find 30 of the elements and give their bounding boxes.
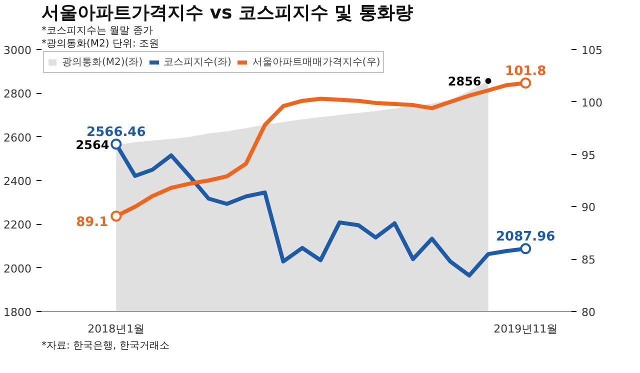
y2-tick-label: 105 <box>582 44 602 57</box>
y-tick-label: 2000 <box>4 262 32 276</box>
point <box>520 243 532 254</box>
y-tick-label: 3000 <box>4 44 32 57</box>
text: *코스피지수는 월말 종가 <box>42 26 153 36</box>
y-tick-label: 2600 <box>4 131 32 144</box>
y2-tick-label: 95 <box>582 148 596 162</box>
y2-tick-label: 85 <box>582 254 596 267</box>
chart-title: 서울아파트가격지수 vs 코스피지수 및 통화량 <box>42 2 414 24</box>
legend-label: 서울아파트매매가격지수(우) <box>252 56 380 69</box>
y-tick-label: 2400 <box>4 175 32 188</box>
y-tick-label: 2200 <box>4 218 32 232</box>
y-tick-label: 2800 <box>4 88 32 101</box>
x-tick-label: 2018년1월 <box>88 322 145 336</box>
data-label: 2856 <box>448 74 482 88</box>
data-label: 2566.46 <box>86 125 146 140</box>
y2-tick-label: 80 <box>582 306 596 319</box>
data-label: 2087.96 <box>496 230 556 245</box>
text: *광의통화(M2) 단위: 조원 <box>42 38 160 50</box>
data-label: 89.1 <box>76 215 108 230</box>
point <box>110 138 122 150</box>
legend-label: 코스피지수(좌) <box>164 56 232 69</box>
data-label: 2564 <box>76 138 110 152</box>
y-tick-label: 1800 <box>4 306 32 319</box>
text: *자료: 한국은행, 한국거래소 <box>42 340 170 352</box>
data-label: 101.8 <box>505 64 546 80</box>
y2-tick-label: 100 <box>582 96 602 110</box>
x-tick-label: 2019년11월 <box>494 322 558 336</box>
y2-tick-label: 90 <box>582 201 596 214</box>
legend-label: 광의통화(M2)(좌) <box>62 56 143 69</box>
